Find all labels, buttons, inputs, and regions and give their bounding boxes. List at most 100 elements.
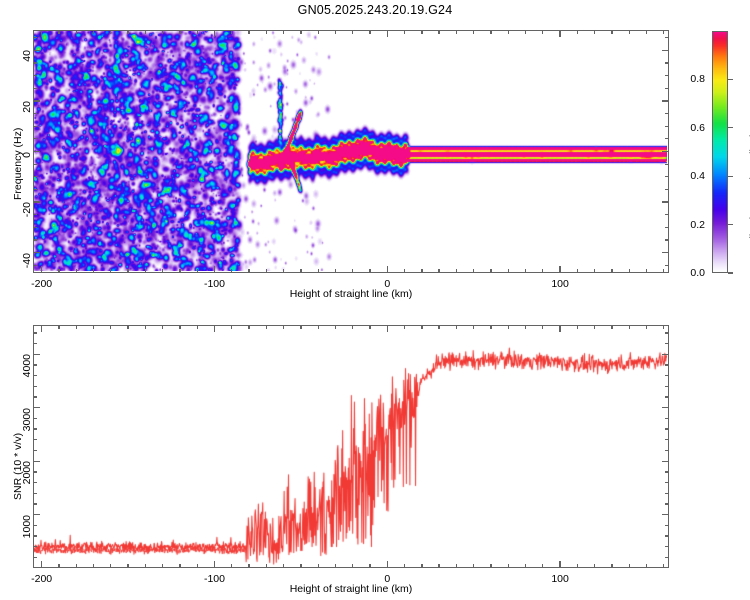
y-major-tick [33,353,41,356]
y-minor-tick [33,163,38,165]
x-minor-tick [542,563,544,568]
y-minor-tick [33,125,38,127]
colorbar-tick-label: 0.6 [690,121,705,134]
y-major-tick [661,407,669,409]
x-major-tick [213,560,216,568]
x-minor-tick [455,268,458,273]
x-minor-tick [144,563,146,568]
x-minor-tick [645,268,648,273]
y-minor-tick [33,556,38,558]
spectrogram-image [34,31,667,271]
y-minor-tick [664,524,669,526]
colorbar-tick-label: 0.4 [690,170,705,183]
x-minor-tick [265,268,267,273]
x-minor-tick [92,563,95,568]
x-major-tick [40,30,43,38]
x-minor-tick [403,563,406,568]
x-minor-tick [524,563,527,568]
x-tick-label: -200 [31,573,53,585]
x-minor-tick [179,30,181,35]
x-minor-tick [490,30,492,35]
x-minor-tick [594,325,596,330]
x-minor-tick [334,325,337,330]
y-major-tick [33,513,41,516]
y-minor-tick [33,239,38,241]
y-minor-tick [33,503,38,505]
x-minor-tick [507,325,509,330]
y-major-tick [33,150,41,153]
y-minor-tick [664,375,669,377]
x-minor-tick [248,563,250,568]
y-minor-tick [664,74,669,77]
x-minor-tick [58,563,60,568]
x-minor-tick [663,268,665,273]
x-tick-label: 0 [384,573,391,585]
x-minor-tick [231,325,233,330]
x-minor-tick [334,30,337,35]
x-minor-tick [594,563,596,568]
x-minor-tick [611,325,613,330]
y-minor-tick [33,471,38,473]
x-minor-tick [594,268,596,273]
x-minor-tick [524,30,527,35]
x-minor-tick [58,325,60,330]
y-minor-tick [33,188,38,191]
x-minor-tick [542,30,544,35]
y-minor-tick [664,396,669,398]
y-minor-tick [33,226,38,229]
y-minor-tick [664,264,669,267]
x-minor-tick [352,30,354,35]
x-minor-tick [317,325,319,330]
x-minor-tick [594,30,596,35]
x-minor-tick [663,563,665,568]
x-minor-tick [127,325,129,330]
x-major-tick [386,560,388,568]
y-minor-tick [664,332,669,334]
x-minor-tick [127,268,129,273]
snr-line-chart [34,326,667,566]
y-minor-tick [33,62,38,64]
y-tick-label: 1000 [21,514,33,538]
x-minor-tick [127,30,129,35]
x-minor-tick [576,325,579,330]
x-minor-tick [524,325,527,330]
y-minor-tick [33,449,38,452]
x-minor-tick [161,268,164,273]
x-minor-tick [369,325,371,330]
x-minor-tick [576,268,579,273]
y-minor-tick [33,428,38,430]
y-minor-tick [33,138,38,140]
y-minor-tick [33,364,38,366]
x-minor-tick [403,268,406,273]
x-minor-tick [58,30,60,35]
x-minor-tick [110,325,112,330]
y-minor-tick [33,343,38,345]
x-minor-tick [92,30,95,35]
y-minor-tick [664,87,669,89]
x-minor-tick [663,30,665,35]
x-minor-tick [282,30,285,35]
x-minor-tick [196,325,198,330]
x-minor-tick [110,268,112,273]
x-minor-tick [317,563,319,568]
y-minor-tick [33,492,38,494]
y-tick-label: 40 [21,50,33,62]
y-minor-tick [33,545,38,548]
y-minor-tick [664,188,669,191]
x-minor-tick [282,325,285,330]
x-minor-tick [282,563,285,568]
x-minor-tick [352,563,354,568]
y-minor-tick [664,364,669,366]
x-minor-tick [282,268,285,273]
x-minor-tick [265,563,267,568]
x-minor-tick [75,325,77,330]
snr-plot-area [33,325,669,568]
y-minor-tick [664,503,669,505]
colorbar-gradient [713,32,727,272]
x-minor-tick [455,325,458,330]
x-minor-tick [507,563,509,568]
x-major-tick [386,265,388,273]
x-minor-tick [231,30,233,35]
x-minor-tick [421,325,423,330]
y-major-tick [661,252,669,254]
